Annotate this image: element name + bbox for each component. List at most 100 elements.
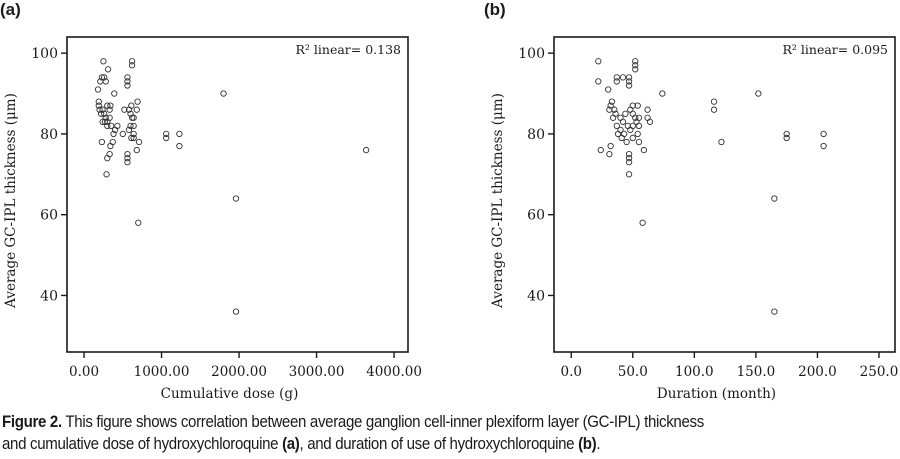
data-point [108, 122, 115, 129]
data-point [614, 130, 622, 138]
y-tick-label: 60 [40, 208, 58, 224]
y-axis-label: Average GC-IPL thickness (μm) [490, 93, 506, 309]
data-point [644, 114, 651, 121]
data-point [611, 106, 618, 113]
x-axis-label: Cumulative dose (g) [161, 386, 299, 402]
data-point [627, 126, 634, 134]
data-point [632, 62, 639, 69]
data-point [634, 102, 641, 109]
data-point [710, 106, 718, 113]
data-point [163, 134, 170, 142]
panel-label-a: (a) [0, 0, 21, 19]
data-point [100, 58, 107, 65]
data-point [107, 102, 114, 109]
data-point [629, 122, 636, 129]
y-tick-label: 40 [527, 288, 545, 304]
data-point [622, 110, 629, 117]
data-point [608, 98, 616, 105]
y-axis-label: Average GC-IPL thickness (μm) [3, 93, 19, 309]
caption-text-3: , and duration of use of hydroxychloroqu… [299, 435, 579, 453]
data-point [128, 58, 136, 65]
data-point [124, 150, 131, 158]
data-point [98, 74, 106, 81]
data-point [629, 134, 636, 142]
data-point [710, 98, 718, 105]
data-point [718, 138, 725, 146]
y-tick-label: 80 [527, 127, 545, 143]
data-point [232, 195, 240, 202]
data-point [595, 78, 602, 85]
data-point [127, 110, 134, 117]
data-point [646, 118, 654, 125]
data-point [96, 106, 103, 113]
x-tick-label: 150.0 [737, 364, 776, 380]
plot-frame [553, 36, 896, 353]
data-point [130, 114, 137, 121]
y-tick-label: 60 [527, 208, 545, 224]
data-point [133, 146, 140, 154]
r-squared-annotation: R² linear= 0.095 [783, 42, 889, 57]
data-point [102, 78, 109, 85]
data-point [783, 130, 790, 138]
data-point [644, 106, 651, 113]
y-tick-label: 40 [40, 288, 58, 304]
data-point [362, 146, 370, 154]
data-point [104, 122, 111, 129]
data-point [820, 142, 827, 150]
data-point [625, 78, 633, 85]
caption-line-1: Figure 2. This figure shows correlation … [2, 411, 837, 433]
data-point [134, 98, 141, 105]
data-point [621, 130, 628, 138]
x-axis-label: Duration (month) [657, 386, 776, 402]
data-point [607, 102, 614, 109]
data-point [220, 90, 227, 97]
data-point [634, 130, 641, 138]
data-point [99, 106, 106, 113]
x-tick-label: 0.00 [69, 364, 99, 380]
caption-lead: Figure 2. [2, 413, 62, 431]
data-point [101, 110, 108, 117]
data-point [619, 74, 627, 81]
data-point [98, 138, 106, 146]
data-point [619, 118, 627, 125]
data-point [106, 150, 113, 158]
data-point [130, 134, 137, 142]
data-point [613, 122, 620, 129]
data-point [820, 130, 827, 138]
data-point [128, 102, 135, 109]
data-point [133, 106, 140, 113]
data-point [632, 114, 639, 121]
figure-caption: Figure 2. This figure shows correlation … [2, 411, 837, 455]
data-point [607, 142, 614, 150]
data-point [124, 155, 131, 162]
data-point [627, 106, 634, 113]
data-point [130, 122, 137, 129]
data-point [232, 308, 240, 315]
y-tick-label: 80 [40, 127, 58, 143]
data-point [597, 146, 604, 154]
data-point [104, 66, 112, 73]
data-point [629, 110, 636, 117]
x-tick-label: 250.0 [860, 364, 899, 380]
data-point [632, 66, 639, 73]
x-tick-label: 1000.00 [134, 364, 190, 380]
data-point [635, 114, 643, 121]
x-tick-label: 50.0 [618, 364, 648, 380]
x-tick-label: 2000.00 [211, 364, 267, 380]
data-point [127, 122, 134, 129]
x-tick-label: 4000.00 [366, 364, 422, 380]
data-point [783, 134, 790, 142]
data-point [640, 146, 648, 154]
data-point [119, 130, 126, 138]
data-point [124, 159, 131, 166]
data-point [101, 74, 108, 81]
data-point [605, 86, 612, 93]
panel-label-b: (b) [484, 0, 506, 19]
caption-ref-a: (a) [282, 435, 300, 453]
data-point [99, 118, 106, 125]
data-point [95, 98, 102, 105]
data-point [613, 78, 620, 85]
data-point [635, 138, 643, 146]
data-point [94, 86, 102, 93]
